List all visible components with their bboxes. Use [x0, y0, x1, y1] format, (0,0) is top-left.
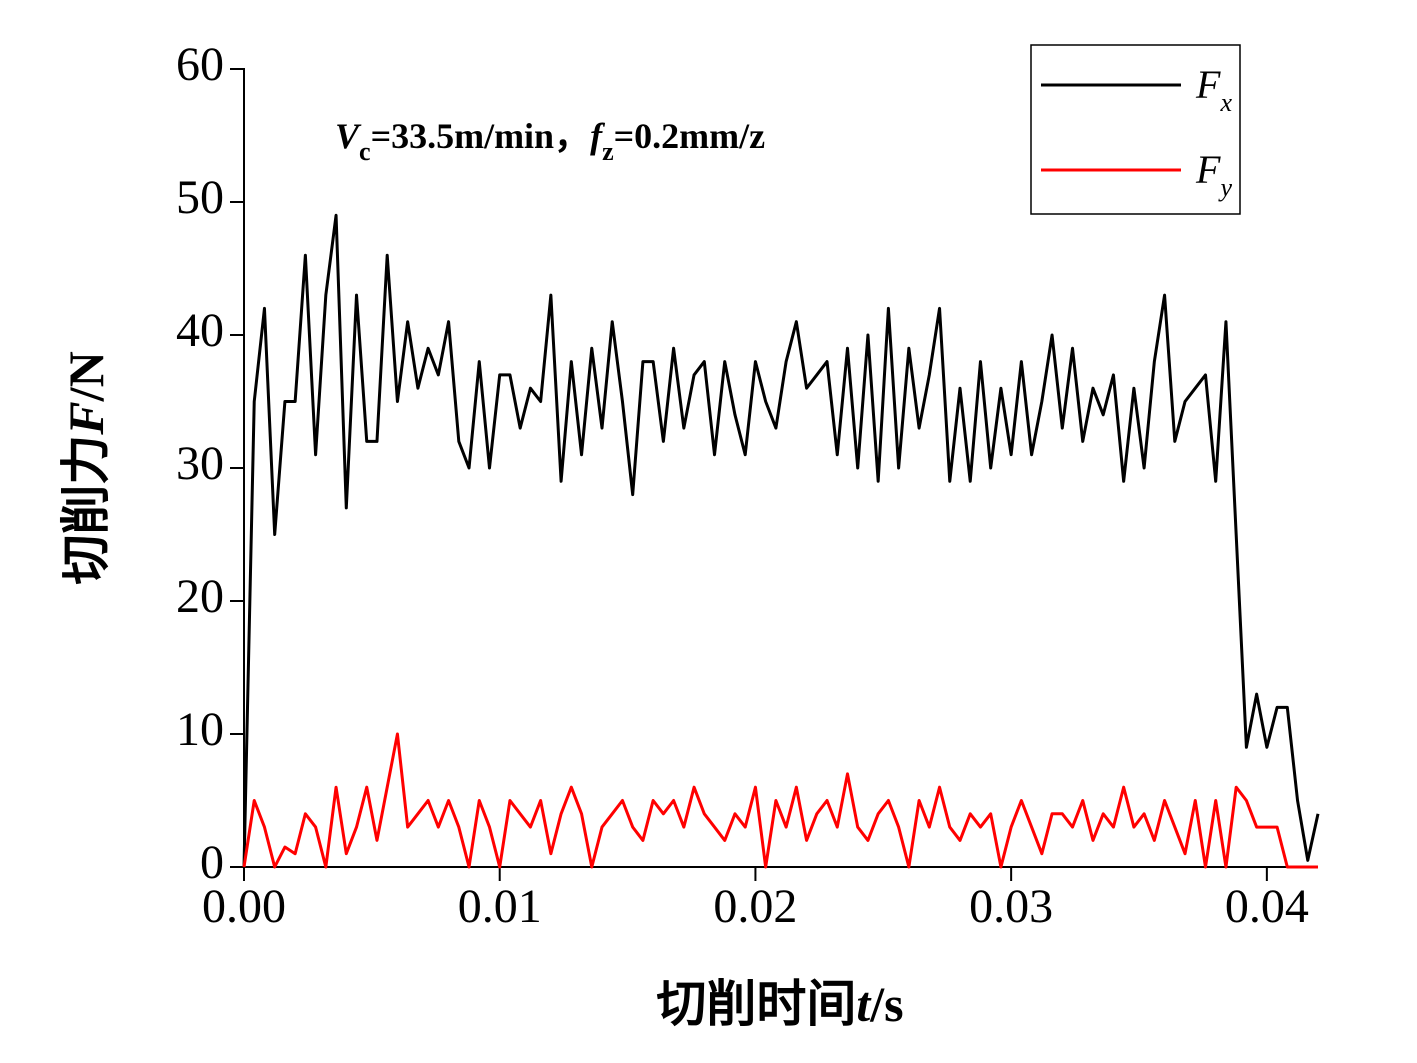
- x-tick-label: 0.04: [1225, 880, 1309, 933]
- x-axis-label: 切削时间t/s: [656, 976, 903, 1032]
- y-tick-label: 10: [176, 703, 224, 756]
- y-axis-label: 切削力F/N: [58, 351, 114, 584]
- x-tick-label: 0.00: [202, 880, 286, 933]
- legend-label: Fx: [1195, 62, 1232, 117]
- y-tick-label: 60: [176, 38, 224, 91]
- y-tick-label: 50: [176, 171, 224, 224]
- line-series: [242, 732, 1318, 869]
- x-tick-label: 0.02: [713, 880, 797, 933]
- y-tick-label: 40: [176, 304, 224, 357]
- legend-box: [1030, 44, 1241, 215]
- legend-label: Fy: [1195, 147, 1232, 202]
- line-series: [242, 213, 1320, 868]
- annotation: Vc=33.5m/min，fz=0.2mm/z: [335, 116, 765, 166]
- y-tick-label: 20: [176, 570, 224, 623]
- y-tick-label: 30: [176, 437, 224, 490]
- x-tick-label: 0.03: [969, 880, 1053, 933]
- x-tick-label: 0.01: [458, 880, 542, 933]
- y-tick-label: 0: [200, 836, 224, 889]
